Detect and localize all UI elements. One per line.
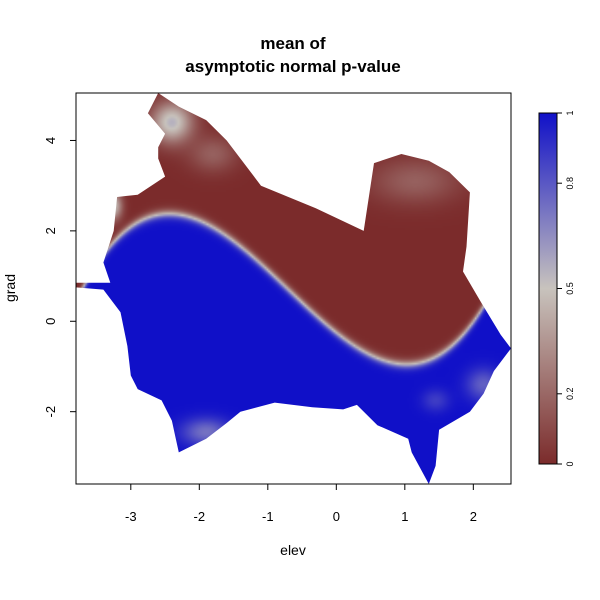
x-tick-label: 1 <box>401 509 408 524</box>
plot-frame <box>75 92 512 485</box>
y-tick-label: 2 <box>43 227 58 234</box>
colorbar-tick-label: 0 <box>565 461 575 466</box>
y-axis: -2 0 2 4 <box>43 137 76 418</box>
x-tick-label: 2 <box>470 509 477 524</box>
heatmap-surface <box>76 93 511 484</box>
x-tick-label: 0 <box>333 509 340 524</box>
y-tick-label: -2 <box>43 406 58 418</box>
plot-area <box>76 93 511 484</box>
x-tick-label: -2 <box>194 509 206 524</box>
chart-title-line-2: asymptotic normal p-value <box>185 57 400 76</box>
y-tick-label: 0 <box>43 318 58 325</box>
x-axis: -3 -2 -1 0 1 2 <box>125 484 477 524</box>
x-axis-label: elev <box>280 542 306 558</box>
y-axis-label: grad <box>2 274 18 302</box>
x-tick-label: -3 <box>125 509 137 524</box>
heatmap-image <box>76 93 511 484</box>
colorbar-axis: 0 0.2 0.5 0.8 1 <box>538 110 575 467</box>
colorbar-tick-label: 0.8 <box>565 177 575 190</box>
x-tick-label: -1 <box>262 509 274 524</box>
colorbar-tick-label: 0.5 <box>565 282 575 295</box>
colorbar-tick-label: 0.2 <box>565 388 575 401</box>
chart-title-line-1: mean of <box>260 34 326 53</box>
colorbar-gradient <box>539 113 557 464</box>
y-tick-label: 4 <box>43 137 58 144</box>
colorbar-tick-label: 1 <box>565 110 575 115</box>
